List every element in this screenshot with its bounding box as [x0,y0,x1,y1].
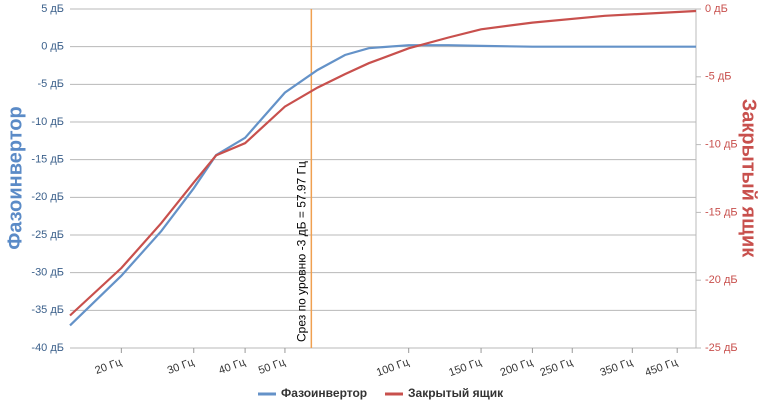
y-tick-label: -5 дБ [38,78,64,90]
x-tick-label: 150 Гц [447,356,483,379]
y-tick-label: -35 дБ [31,304,64,316]
y-title: Фазоинвертор [4,106,26,250]
series-line [69,9,697,317]
y-tick-label: 0 дБ [41,41,64,53]
y-tick-label: -40 дБ [31,342,64,354]
cutoff-label: Срез по уровню -3 дБ = 57.97 Гц [295,161,309,342]
y2-tick-label: -20 дБ [705,274,738,286]
y-tick-label: -25 дБ [31,229,64,241]
x-tick-label: 40 Гц [217,356,248,377]
legend-label: Фазоинвертор [281,386,367,400]
y2-tick-label: -10 дБ [705,139,738,151]
y2-tick-label: -5 дБ [705,71,731,83]
y2-tick-label: -15 дБ [705,206,738,218]
x-tick-label: 450 Гц [643,356,679,379]
y-tick-label: -15 дБ [31,154,64,166]
y2-tick-label: 0 дБ [705,3,728,15]
x-tick-label: 250 Гц [539,356,575,379]
x-tick-label: 100 Гц [375,356,411,379]
y2-title: Закрытый ящик [738,99,760,259]
y-tick-label: -10 дБ [31,116,64,128]
x-tick-label: 50 Гц [257,356,288,377]
y-tick-label: -20 дБ [31,191,64,203]
series-line [69,44,696,327]
y2-tick-label: -25 дБ [705,342,738,354]
y-tick-label: -30 дБ [31,267,64,279]
y-tick-label: 5 дБ [41,3,64,15]
x-tick-label: 200 Гц [499,356,535,379]
x-tick-label: 20 Гц [93,356,124,377]
x-tick-label: 30 Гц [166,356,197,377]
x-tick-label: 350 Гц [599,356,635,379]
legend-label: Закрытый ящик [408,386,504,400]
